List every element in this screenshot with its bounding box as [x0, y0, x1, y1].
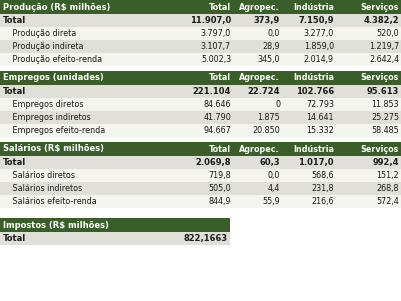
Text: Agropec.: Agropec.: [239, 2, 280, 11]
Bar: [0, 195, 401, 208]
Text: Total: Total: [209, 73, 231, 82]
Text: 992,4: 992,4: [373, 158, 399, 167]
Bar: [0, 40, 401, 53]
Bar: [0, 169, 401, 182]
Text: Total: Total: [3, 234, 26, 243]
Bar: [0, 142, 401, 156]
Text: 3.277,0: 3.277,0: [304, 29, 334, 38]
Text: 568,6: 568,6: [312, 171, 334, 180]
Text: Agropec.: Agropec.: [239, 144, 280, 154]
Text: Indústria: Indústria: [293, 73, 334, 82]
Bar: [0, 124, 401, 137]
Text: 345,0: 345,0: [257, 55, 280, 64]
Text: 3.797,0: 3.797,0: [201, 29, 231, 38]
Text: 2.014,9: 2.014,9: [304, 55, 334, 64]
Text: 15.332: 15.332: [306, 126, 334, 135]
Text: 28,9: 28,9: [262, 42, 280, 51]
Text: 5.002,3: 5.002,3: [201, 55, 231, 64]
Text: Total: Total: [3, 16, 26, 25]
Text: 216,6: 216,6: [312, 197, 334, 206]
Text: Serviços: Serviços: [360, 73, 399, 82]
Bar: [0, 71, 401, 85]
Text: Salários efeito-renda: Salários efeito-renda: [5, 197, 97, 206]
Text: 0,0: 0,0: [267, 29, 280, 38]
Text: 719,8: 719,8: [209, 171, 231, 180]
Bar: [0, 111, 401, 124]
Text: 844,9: 844,9: [209, 197, 231, 206]
Text: 1.017,0: 1.017,0: [298, 158, 334, 167]
Text: Total: Total: [209, 2, 231, 11]
Text: Indústria: Indústria: [293, 144, 334, 154]
Text: Total: Total: [3, 158, 26, 167]
Text: 11.853: 11.853: [371, 100, 399, 109]
Text: Empregos efeito-renda: Empregos efeito-renda: [5, 126, 105, 135]
Text: 221.104: 221.104: [192, 87, 231, 96]
Text: Salários (R$ milhões): Salários (R$ milhões): [3, 144, 104, 154]
Bar: [0, 156, 401, 169]
Text: 7.150,9: 7.150,9: [298, 16, 334, 25]
Text: Agropec.: Agropec.: [239, 73, 280, 82]
Text: 4.382,2: 4.382,2: [363, 16, 399, 25]
Text: 0: 0: [275, 100, 280, 109]
Text: 1.219,7: 1.219,7: [369, 42, 399, 51]
Text: 231,8: 231,8: [312, 184, 334, 193]
Text: Serviços: Serviços: [360, 2, 399, 11]
Text: 822,1663: 822,1663: [184, 234, 228, 243]
Text: 520,0: 520,0: [377, 29, 399, 38]
Text: 11.907,0: 11.907,0: [190, 16, 231, 25]
Bar: [0, 0, 401, 14]
Text: Total: Total: [209, 144, 231, 154]
Text: Empregos indiretos: Empregos indiretos: [5, 113, 91, 122]
Text: 72.793: 72.793: [306, 100, 334, 109]
Bar: [0, 14, 401, 27]
Bar: [0, 218, 230, 232]
Text: 84.646: 84.646: [203, 100, 231, 109]
Text: 0,0: 0,0: [267, 171, 280, 180]
Text: 505,0: 505,0: [209, 184, 231, 193]
Text: 41.790: 41.790: [203, 113, 231, 122]
Text: Produção direta: Produção direta: [5, 29, 76, 38]
Text: 20.850: 20.850: [252, 126, 280, 135]
Text: 102.766: 102.766: [296, 87, 334, 96]
Text: Impostos (R$ milhões): Impostos (R$ milhões): [3, 221, 109, 229]
Text: 268,8: 268,8: [377, 184, 399, 193]
Bar: [0, 232, 230, 245]
Bar: [0, 98, 401, 111]
Text: 2.642,4: 2.642,4: [369, 55, 399, 64]
Text: 22.724: 22.724: [247, 87, 280, 96]
Text: Indústria: Indústria: [293, 2, 334, 11]
Text: Salários diretos: Salários diretos: [5, 171, 75, 180]
Text: 151,2: 151,2: [377, 171, 399, 180]
Text: 95.613: 95.613: [367, 87, 399, 96]
Text: 94.667: 94.667: [203, 126, 231, 135]
Bar: [0, 53, 401, 66]
Bar: [0, 182, 401, 195]
Text: 572,4: 572,4: [376, 197, 399, 206]
Text: Produção efeito-renda: Produção efeito-renda: [5, 55, 102, 64]
Text: 3.107,7: 3.107,7: [201, 42, 231, 51]
Text: 25.275: 25.275: [371, 113, 399, 122]
Text: 14.641: 14.641: [306, 113, 334, 122]
Text: 1.859,0: 1.859,0: [304, 42, 334, 51]
Text: Salários indiretos: Salários indiretos: [5, 184, 82, 193]
Text: 55,9: 55,9: [262, 197, 280, 206]
Text: 2.069,8: 2.069,8: [196, 158, 231, 167]
Text: 58.485: 58.485: [371, 126, 399, 135]
Text: Serviços: Serviços: [360, 144, 399, 154]
Text: 60,3: 60,3: [259, 158, 280, 167]
Text: Empregos (unidades): Empregos (unidades): [3, 73, 104, 82]
Text: 373,9: 373,9: [254, 16, 280, 25]
Text: Total: Total: [3, 87, 26, 96]
Bar: [0, 85, 401, 98]
Bar: [0, 27, 401, 40]
Text: Produção (R$ milhões): Produção (R$ milhões): [3, 2, 110, 11]
Text: 4,4: 4,4: [267, 184, 280, 193]
Text: 1.875: 1.875: [257, 113, 280, 122]
Text: Empregos diretos: Empregos diretos: [5, 100, 83, 109]
Text: Produção indireta: Produção indireta: [5, 42, 83, 51]
